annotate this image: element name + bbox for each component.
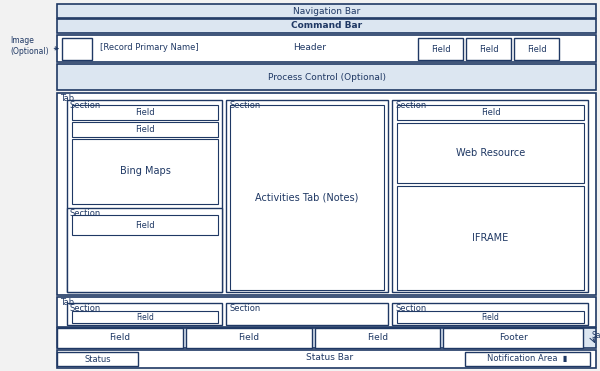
- Bar: [186, 328, 312, 348]
- Bar: [466, 38, 511, 60]
- Text: Section: Section: [395, 101, 426, 110]
- Bar: [72, 311, 218, 323]
- Bar: [392, 100, 588, 292]
- Bar: [72, 215, 218, 235]
- Text: Tab: Tab: [60, 298, 74, 307]
- Text: Field: Field: [135, 220, 155, 230]
- Bar: [57, 297, 596, 327]
- Text: Field: Field: [367, 334, 388, 342]
- Bar: [226, 303, 388, 325]
- Text: Field: Field: [135, 108, 155, 117]
- Text: Section: Section: [395, 304, 426, 313]
- Text: Field: Field: [527, 45, 547, 53]
- Bar: [397, 311, 584, 323]
- Text: Field: Field: [482, 312, 499, 322]
- Text: Field: Field: [479, 45, 499, 53]
- Bar: [57, 35, 596, 62]
- Bar: [72, 122, 218, 137]
- Bar: [67, 303, 222, 325]
- Text: Notification Area  ▮: Notification Area ▮: [487, 355, 568, 364]
- Text: Field: Field: [431, 45, 451, 53]
- Text: Field: Field: [238, 334, 260, 342]
- Text: Field: Field: [136, 312, 154, 322]
- Bar: [57, 93, 596, 295]
- Text: Section: Section: [229, 101, 260, 110]
- Text: Process Control (Optional): Process Control (Optional): [268, 72, 386, 82]
- Text: Activities Tab (Notes): Activities Tab (Notes): [256, 193, 359, 203]
- Text: Section: Section: [70, 101, 101, 110]
- Bar: [57, 4, 596, 18]
- Text: Save: Save: [592, 331, 600, 339]
- Text: Bing Maps: Bing Maps: [119, 167, 170, 177]
- Text: [Record Primary Name]: [Record Primary Name]: [100, 43, 199, 53]
- Text: Section: Section: [70, 304, 101, 313]
- Text: Image
(Optional): Image (Optional): [10, 36, 58, 56]
- Bar: [392, 303, 588, 325]
- Text: Command Bar: Command Bar: [291, 22, 362, 30]
- Text: Header: Header: [293, 43, 326, 53]
- Bar: [72, 105, 218, 120]
- Bar: [397, 123, 584, 183]
- Bar: [67, 208, 222, 292]
- Bar: [57, 19, 596, 33]
- Text: Status Bar: Status Bar: [307, 354, 353, 362]
- Text: Tab: Tab: [60, 94, 74, 103]
- Bar: [57, 64, 596, 90]
- Bar: [226, 100, 388, 292]
- Bar: [465, 352, 590, 366]
- Bar: [62, 38, 92, 60]
- Bar: [57, 350, 596, 368]
- Bar: [72, 139, 218, 204]
- Text: Web Resource: Web Resource: [456, 148, 525, 158]
- Bar: [57, 328, 183, 348]
- Text: Footer: Footer: [499, 334, 527, 342]
- Bar: [418, 38, 463, 60]
- Text: Field: Field: [135, 125, 155, 134]
- Bar: [57, 352, 138, 366]
- Bar: [57, 328, 596, 348]
- Bar: [315, 328, 440, 348]
- Text: Status: Status: [84, 355, 111, 364]
- Text: Section: Section: [229, 304, 260, 313]
- Text: Navigation Bar: Navigation Bar: [293, 7, 360, 16]
- Bar: [514, 38, 559, 60]
- Text: Field: Field: [481, 108, 500, 117]
- Bar: [67, 100, 222, 292]
- Text: Field: Field: [109, 334, 131, 342]
- Bar: [443, 328, 583, 348]
- Bar: [230, 105, 384, 290]
- Text: IFRAME: IFRAME: [472, 233, 509, 243]
- Text: Section: Section: [70, 209, 101, 218]
- Bar: [397, 105, 584, 120]
- Bar: [397, 186, 584, 290]
